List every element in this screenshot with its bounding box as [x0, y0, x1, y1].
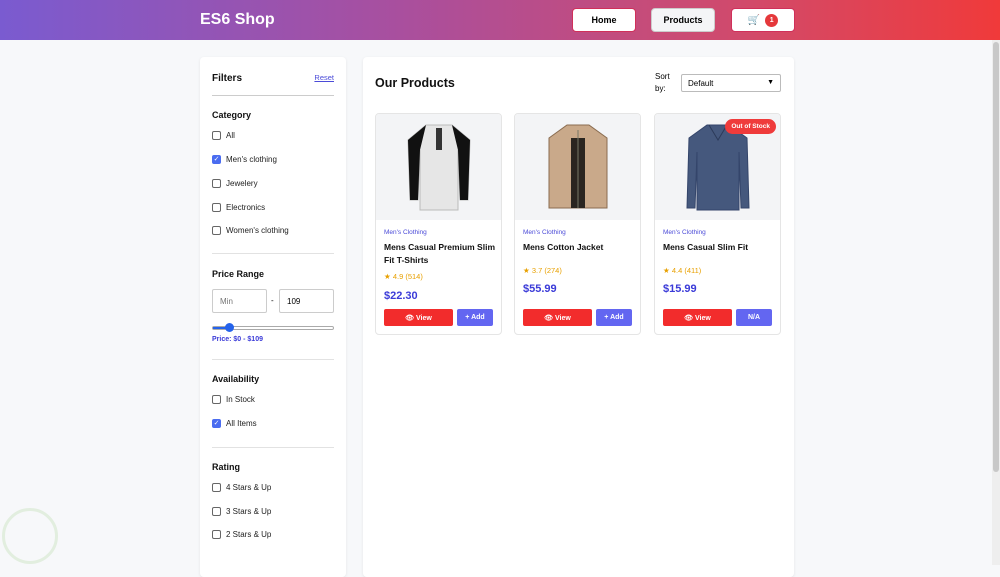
- min-price-input[interactable]: [212, 289, 267, 313]
- logo[interactable]: ES6 Shop: [200, 11, 275, 28]
- nav-products-button[interactable]: Products: [651, 8, 715, 32]
- product-category: Men's Clothing: [663, 229, 706, 236]
- checkbox[interactable]: [212, 530, 221, 539]
- checkbox-option[interactable]: ✓ Men's clothing: [212, 155, 277, 164]
- cart-button[interactable]: 🛒 1: [731, 8, 795, 32]
- price-slider-thumb[interactable]: [225, 323, 235, 332]
- checkbox-label: Men's clothing: [226, 155, 277, 164]
- sort-label: Sort by:: [655, 72, 670, 93]
- checkbox-option[interactable]: 4 Stars & Up: [212, 483, 271, 492]
- product-title[interactable]: Mens Casual Premium Slim Fit T-Shirts: [384, 242, 496, 265]
- page-title: Our Products: [375, 76, 455, 90]
- price-label: Price: $0 - $109: [212, 336, 263, 343]
- product-image[interactable]: Out of Stock: [655, 114, 780, 220]
- filters-sidebar: Filters Reset Category All ✓ Men's clothin…: [200, 57, 346, 577]
- checkbox-label: 3 Stars & Up: [226, 507, 272, 516]
- product-card[interactable]: Out of Stock Men's Clothing Mens Casual …: [654, 113, 781, 335]
- checkbox[interactable]: ✓: [212, 155, 221, 164]
- checkbox-option[interactable]: 2 Stars & Up: [212, 530, 271, 539]
- cart-icon: 🛒: [747, 14, 761, 26]
- checkbox-option[interactable]: 3 Stars & Up: [212, 507, 271, 516]
- product-price: $22.30: [384, 290, 418, 302]
- star-icon: ★: [523, 266, 530, 275]
- products-panel: Our Products Sort by: Default ▼ Men's Clo…: [363, 57, 794, 577]
- rating-title: Rating: [212, 462, 240, 472]
- star-icon: ★: [384, 272, 391, 281]
- checkbox-label: 2 Stars & Up: [226, 530, 272, 539]
- rating-value: 4.4 (411): [671, 266, 702, 275]
- checkbox-label: Electronics: [226, 203, 266, 212]
- product-rating: ★ 3.7 (274): [523, 266, 562, 275]
- checkbox[interactable]: [212, 179, 221, 188]
- price-range-title: Price Range: [212, 269, 265, 279]
- add-to-cart-button[interactable]: + Add: [596, 309, 632, 326]
- add-to-cart-button[interactable]: + Add: [457, 309, 493, 326]
- product-price: $55.99: [523, 283, 557, 295]
- out-of-stock-badge: Out of Stock: [725, 119, 776, 134]
- checkbox[interactable]: [212, 226, 221, 235]
- checkbox[interactable]: [212, 507, 221, 516]
- view-button[interactable]: 👁 View: [384, 309, 453, 326]
- checkbox[interactable]: [212, 395, 221, 404]
- rating-value: 4.9 (514): [392, 272, 423, 281]
- view-button[interactable]: 👁 View: [663, 309, 732, 326]
- product-price: $15.99: [663, 283, 697, 295]
- sort-value: Default: [688, 79, 714, 88]
- cart-count-badge: 1: [765, 13, 779, 27]
- checkbox-label: Jewelery: [226, 179, 258, 188]
- checkbox[interactable]: [212, 203, 221, 212]
- checkbox-option[interactable]: Women's clothing: [212, 226, 289, 235]
- checkbox-option[interactable]: Electronics: [212, 203, 265, 212]
- header: ES6 Shop Home Products 🛒 1: [0, 0, 1000, 40]
- sort-select[interactable]: Default ▼: [681, 74, 781, 92]
- availability-title: Availability: [212, 374, 260, 384]
- checkbox[interactable]: [212, 483, 221, 492]
- price-slider[interactable]: [212, 323, 334, 332]
- nav-home-button[interactable]: Home: [572, 8, 636, 32]
- product-image[interactable]: [376, 114, 501, 220]
- checkbox-option[interactable]: Jewelery: [212, 179, 258, 188]
- checkbox-option[interactable]: ✓ All Items: [212, 419, 257, 428]
- product-rating: ★ 4.9 (514): [384, 272, 423, 281]
- product-title[interactable]: Mens Cotton Jacket: [523, 242, 604, 252]
- filters-title: Filters: [212, 73, 243, 84]
- checkbox-option[interactable]: In Stock: [212, 395, 255, 404]
- scrollbar[interactable]: [992, 40, 1000, 565]
- star-icon: ★: [663, 266, 670, 275]
- checkbox-label: All Items: [226, 419, 257, 428]
- chevron-down-icon: ▼: [767, 79, 774, 86]
- category-title: Category: [212, 110, 252, 120]
- checkbox-label: Women's clothing: [226, 226, 289, 235]
- checkbox-label: In Stock: [226, 395, 255, 404]
- view-button[interactable]: 👁 View: [523, 309, 592, 326]
- max-price-input[interactable]: [279, 289, 334, 313]
- rating-value: 3.7 (274): [531, 266, 562, 275]
- checkbox[interactable]: [212, 131, 221, 140]
- product-card[interactable]: Men's Clothing Mens Cotton Jacket ★ 3.7 …: [514, 113, 641, 335]
- checkbox-label: 4 Stars & Up: [226, 483, 272, 492]
- product-rating: ★ 4.4 (411): [663, 266, 701, 275]
- checkbox-label: All: [226, 131, 235, 140]
- watermark-logo-icon: [2, 508, 58, 564]
- product-image[interactable]: [515, 114, 640, 220]
- price-separator: -: [271, 296, 274, 305]
- reset-link[interactable]: Reset: [314, 73, 334, 82]
- product-title[interactable]: Mens Casual Slim Fit: [663, 242, 749, 252]
- checkbox-option[interactable]: All: [212, 131, 235, 140]
- checkbox[interactable]: ✓: [212, 419, 221, 428]
- product-category: Men's Clothing: [523, 229, 566, 236]
- unavailable-button[interactable]: N/A: [736, 309, 772, 326]
- product-category: Men's Clothing: [384, 229, 427, 236]
- product-card[interactable]: Men's Clothing Mens Casual Premium Slim …: [375, 113, 502, 335]
